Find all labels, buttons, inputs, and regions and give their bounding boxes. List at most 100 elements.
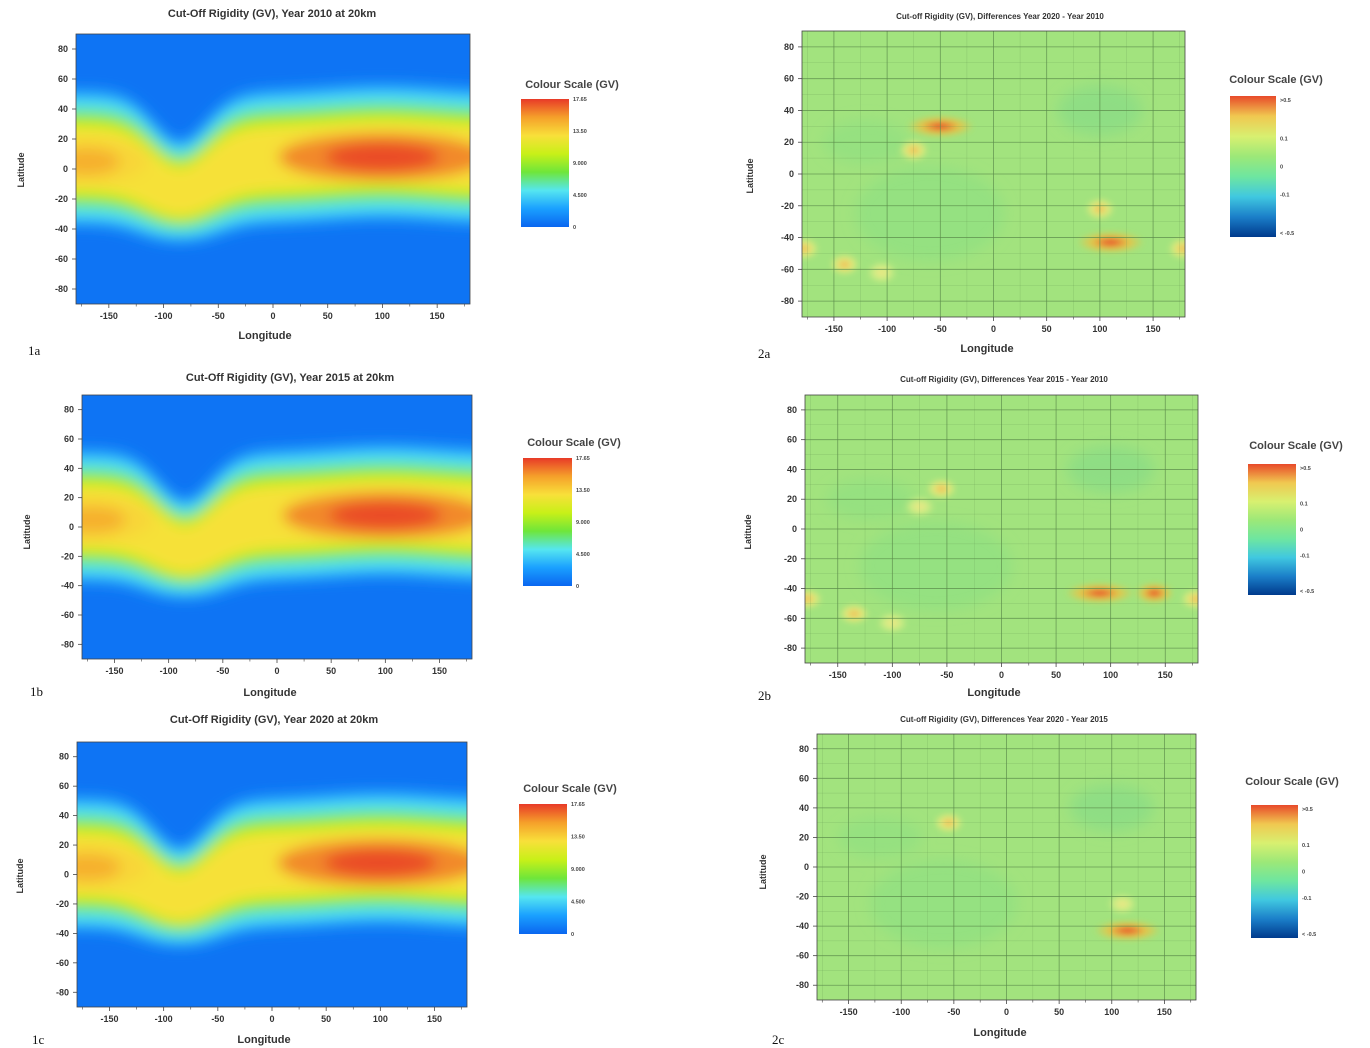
caption-1c: 1c — [32, 1032, 45, 1047]
hotspot — [1107, 893, 1138, 915]
legend-tick-label: 9.000 — [573, 161, 587, 167]
x-tick-label: -50 — [212, 311, 225, 321]
y-tick-label: -60 — [796, 951, 809, 961]
y-tick-label: 20 — [787, 494, 797, 504]
legend-tick-label: < -0.5 — [1280, 231, 1294, 237]
x-tick-label: -100 — [878, 324, 896, 334]
x-tick-label: -150 — [100, 311, 118, 321]
colour-bar — [521, 99, 569, 227]
x-tick-label: -100 — [883, 670, 901, 680]
x-tick-label: -100 — [155, 1014, 173, 1024]
y-tick-label: 40 — [64, 463, 74, 473]
panel-2a: -150 -100 -50 0 50 100 150 80 60 40 20 0 -20 -40 -60 -8… — [745, 12, 1323, 355]
x-tick-label: 150 — [427, 1014, 442, 1024]
y-tick-label: -80 — [55, 284, 68, 294]
hotspot — [866, 261, 897, 284]
y-tick-label: -20 — [784, 554, 797, 564]
y-tick-label: 80 — [784, 42, 794, 52]
x-tick-label: 100 — [378, 666, 393, 676]
x-tick-label: 50 — [323, 311, 333, 321]
x-tick-label: -150 — [829, 670, 847, 680]
legend-tick-label: -0.1 — [1280, 193, 1289, 199]
x-tick-label: 0 — [1004, 1007, 1009, 1017]
legend-tick-label: 0 — [576, 584, 579, 590]
hotspot — [1076, 231, 1145, 254]
grid-lines — [817, 734, 1196, 1000]
legend-tick-label: 17.65 — [573, 97, 587, 103]
legend-tick-label: 0 — [1300, 528, 1303, 534]
y-tick-label: 60 — [64, 434, 74, 444]
y-axis-label: Latitude — [22, 515, 32, 550]
legend-tick-label: 0 — [1302, 870, 1305, 876]
legend-tick-label: >0.5 — [1302, 807, 1313, 813]
x-axis-label: Longitude — [973, 1027, 1026, 1039]
y-tick-label: -80 — [61, 639, 74, 649]
y-tick-label: -40 — [56, 928, 69, 938]
heatmap-field-2c — [817, 734, 1196, 1000]
x-tick-label: 150 — [1146, 324, 1161, 334]
x-axis-label: Longitude — [237, 1034, 290, 1046]
legend-title: Colour Scale (GV) — [527, 437, 621, 449]
negative-region — [859, 521, 1013, 611]
panel-1b: -150 -100 -50 0 50 100 150 80 60 40 20 0 -20 -40 -60 -8… — [22, 372, 621, 699]
heatmap-field-2a — [802, 31, 1185, 317]
hotspot — [933, 812, 964, 834]
panel-1a: -150 -100 -50 0 50 100 150 80 60 40 20 0 -20 -40 -60 -8… — [16, 8, 619, 342]
y-tick-label: 80 — [64, 405, 74, 415]
panel-2c: -150 -100 -50 0 50 100 150 80 60 40 20 0 -20 -40 -60 -8… — [758, 715, 1339, 1039]
x-tick-label: 150 — [1158, 670, 1173, 680]
y-tick-label: -40 — [55, 224, 68, 234]
x-tick-label: -50 — [216, 666, 229, 676]
y-axis-label: Latitude — [743, 515, 753, 550]
x-tick-label: 100 — [1103, 670, 1118, 680]
y-tick-label: 60 — [787, 435, 797, 445]
y-tick-label: -60 — [781, 264, 794, 274]
legend-tick-label: 13.50 — [571, 835, 585, 841]
hotspot — [926, 478, 957, 500]
y-tick-label: 20 — [784, 137, 794, 147]
y-tick-label: -20 — [56, 899, 69, 909]
hotspot — [898, 139, 929, 162]
y-tick-label: 80 — [59, 752, 69, 762]
x-tick-label: 100 — [375, 311, 390, 321]
y-tick-label: -40 — [796, 921, 809, 931]
y-tick-label: -20 — [55, 194, 68, 204]
colour-bar — [519, 804, 567, 934]
hotspot — [1134, 582, 1174, 604]
legend-tick-label: 4.500 — [573, 193, 587, 199]
y-tick-label: 60 — [59, 781, 69, 791]
hotspot — [1167, 237, 1185, 260]
x-tick-label: -150 — [100, 1014, 118, 1024]
field-bands — [82, 443, 472, 599]
x-tick-label: -50 — [211, 1014, 224, 1024]
heatmap-field-1b — [82, 395, 472, 659]
y-tick-label: 40 — [58, 104, 68, 114]
caption-2a: 2a — [758, 346, 771, 361]
colour-bar — [1230, 96, 1276, 237]
rigidity-peak-core — [325, 142, 440, 172]
x-tick-label: 150 — [432, 666, 447, 676]
y-tick-label: 40 — [799, 803, 809, 813]
x-tick-label: -150 — [105, 666, 123, 676]
field-hotspots — [805, 478, 1198, 634]
rigidity-peak-core — [76, 148, 121, 175]
y-tick-label: 20 — [59, 840, 69, 850]
y-tick-label: 20 — [799, 832, 809, 842]
y-axis-label: Latitude — [745, 159, 755, 194]
colour-scale-2c: Colour Scale (GV) >0.5 0.1 0 -0.1 < -0.5 — [1245, 776, 1339, 938]
hotspot — [1064, 582, 1135, 604]
legend-tick-label: 4.500 — [576, 552, 590, 558]
hotspot — [838, 603, 870, 625]
y-tick-label: -20 — [796, 892, 809, 902]
caption-2b: 2b — [758, 688, 771, 703]
rigidity-peak-core — [328, 501, 442, 530]
y-tick-label: -60 — [56, 958, 69, 968]
y-tick-label: 40 — [59, 811, 69, 821]
y-tick-label: 0 — [63, 164, 68, 174]
y-tick-label: -80 — [781, 296, 794, 306]
field-bands — [77, 790, 467, 947]
heatmap-field-2b — [805, 395, 1198, 663]
legend-title: Colour Scale (GV) — [1229, 74, 1323, 86]
y-tick-label: 80 — [787, 405, 797, 415]
